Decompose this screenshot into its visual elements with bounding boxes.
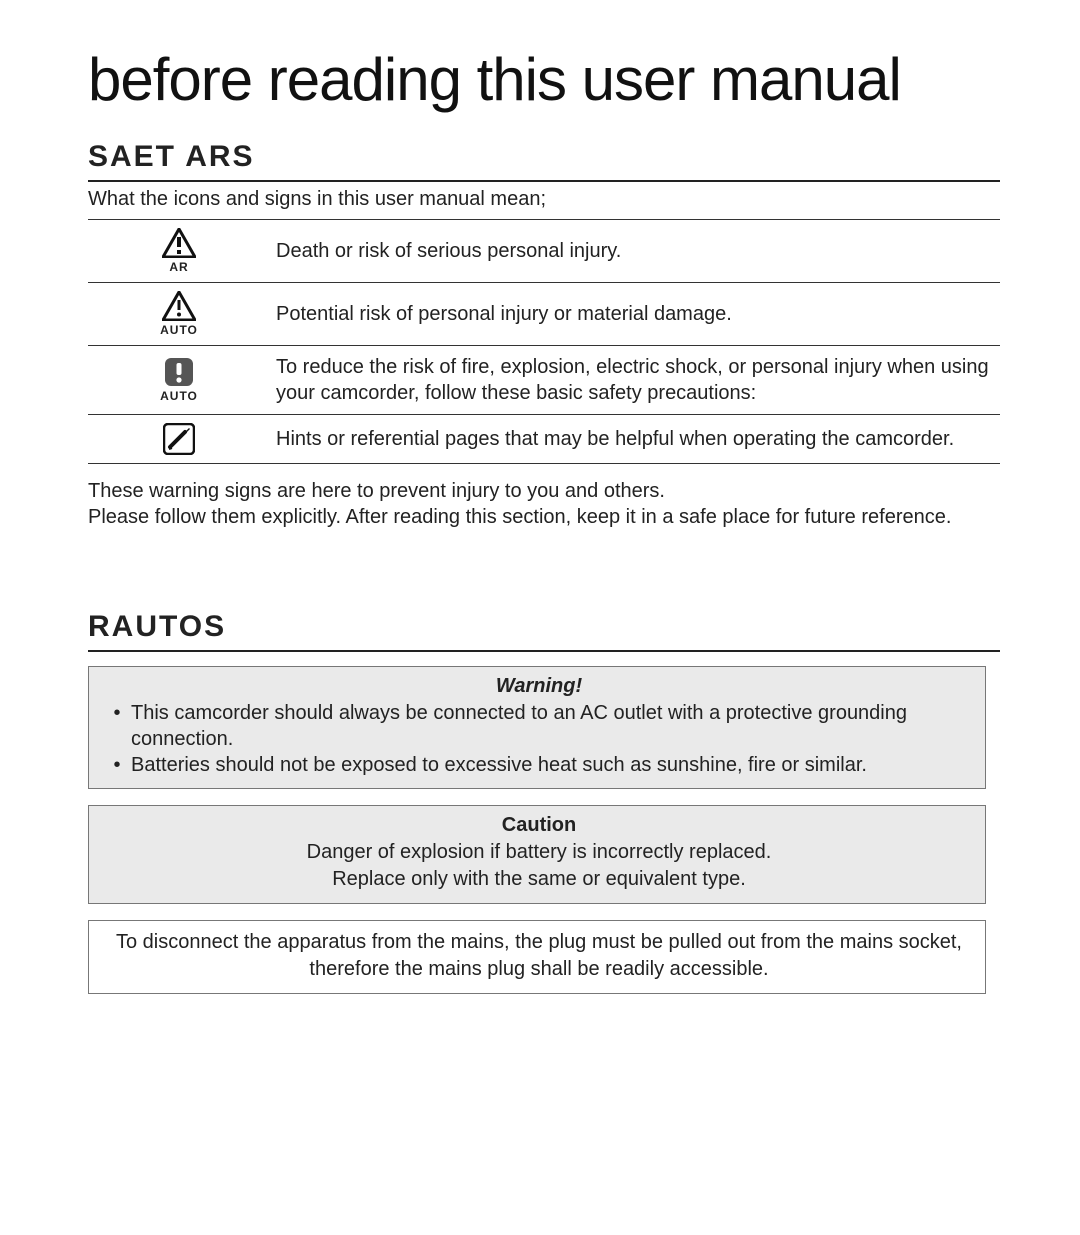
note-desc: Hints or referential pages that may be h… [270, 415, 1000, 464]
table-row: ​AUT​O​ To reduce the risk of fire, expl… [88, 346, 1000, 415]
warning-triangle-icon [162, 228, 196, 258]
bullet-icon: • [103, 700, 131, 726]
warning-icon-label: ​AR​​​​ [94, 260, 264, 274]
manual-page: before reading this user manual SA​ET​ ​… [0, 0, 1080, 1235]
table-row: ​AR​​​​ Death or risk of serious persona… [88, 220, 1000, 283]
note-text: To disconnect the apparatus from the mai… [103, 929, 975, 983]
note-icon-cell [88, 415, 270, 464]
page-title: before reading this user manual [88, 45, 1080, 114]
caution-box-icon-cell: ​AUT​O​ [88, 346, 270, 415]
warning-box-title: Warning! [103, 675, 975, 698]
warning-bullet: • Batteries should not be exposed to exc… [103, 752, 975, 778]
note-pencil-icon [163, 423, 195, 455]
caution-icon-cell: ​AUT​O​ [88, 283, 270, 346]
caution-line2: Replace only with the same or equivalent… [103, 866, 975, 893]
precautions-heading: ​R​​AUT​O​S [88, 610, 1000, 652]
caution-desc: Potential risk of personal injury or mat… [270, 283, 1000, 346]
safety-after-text: These warning signs are here to prevent … [88, 478, 1000, 530]
warning-box: Warning! • This camcorder should always … [88, 666, 986, 789]
icon-meaning-table: ​AR​​​​ Death or risk of serious persona… [88, 219, 1000, 464]
caution-line1: Danger of explosion if battery is incorr… [103, 839, 975, 866]
bullet-icon: • [103, 752, 131, 778]
table-row: Hints or referential pages that may be h… [88, 415, 1000, 464]
caution-box-desc: To reduce the risk of fire, explosion, e… [270, 346, 1000, 415]
note-box: To disconnect the apparatus from the mai… [88, 920, 986, 994]
warning-icon-cell: ​AR​​​​ [88, 220, 270, 283]
caution-box-title: Caution [103, 814, 975, 837]
safety-intro: What the icons and signs in this user ma… [88, 188, 1080, 211]
caution-icon-label: ​AUT​O​ [94, 323, 264, 337]
warning-item-text: Batteries should not be exposed to exces… [131, 752, 867, 778]
table-row: ​AUT​O​ Potential risk of personal injur… [88, 283, 1000, 346]
safety-heading: SA​ET​ ​AR​​​​S [88, 140, 1000, 182]
warning-bullet: • This camcorder should always be connec… [103, 700, 975, 752]
warning-desc: Death or risk of serious personal injury… [270, 220, 1000, 283]
caution-box-icon-label: ​AUT​O​ [94, 389, 264, 403]
caution-triangle-icon [162, 291, 196, 321]
warning-item-text: This camcorder should always be connecte… [131, 700, 975, 752]
caution-box: Caution Danger of explosion if battery i… [88, 805, 986, 904]
caution-square-icon [164, 357, 194, 387]
